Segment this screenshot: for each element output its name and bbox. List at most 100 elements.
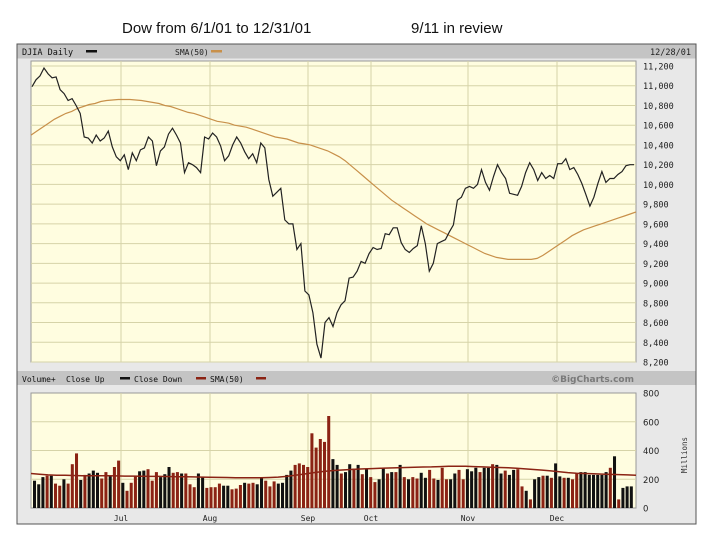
close-up-label: Close Up xyxy=(66,375,105,384)
volume-bar xyxy=(83,474,87,508)
month-label: Sep xyxy=(301,514,316,523)
volume-bar xyxy=(377,479,381,509)
volume-bar xyxy=(407,479,411,509)
price-tick-label: 8,600 xyxy=(643,319,669,329)
volume-bar xyxy=(566,477,570,508)
volume-tick-label: 0 xyxy=(643,505,648,515)
volume-bar xyxy=(629,486,633,508)
volume-bar xyxy=(213,487,217,508)
volume-bar xyxy=(575,473,579,508)
volume-bar xyxy=(150,480,154,508)
volume-bar xyxy=(91,470,95,508)
volume-bar xyxy=(302,464,306,508)
sma-label: SMA(50) xyxy=(175,48,209,57)
volume-bar xyxy=(154,472,158,508)
volume-bar xyxy=(163,474,167,508)
volume-tick-label: 400 xyxy=(643,447,659,457)
volume-bar xyxy=(251,482,255,508)
volume-bar xyxy=(411,477,415,508)
volume-bar xyxy=(238,485,242,508)
volume-bar xyxy=(596,474,600,508)
price-legend-swatch xyxy=(86,50,97,53)
volume-bar xyxy=(583,472,587,508)
volume-bar xyxy=(201,477,205,508)
volume-bar xyxy=(66,483,70,508)
sma-legend-swatch xyxy=(211,50,222,53)
volume-bar xyxy=(369,477,373,508)
volume-bar xyxy=(528,499,532,508)
volume-bar xyxy=(226,485,230,508)
price-tick-label: 9,800 xyxy=(643,201,669,211)
month-label: Dec xyxy=(550,514,565,523)
volume-bar xyxy=(323,441,327,508)
volume-bar xyxy=(478,472,482,508)
volume-bar xyxy=(175,472,179,508)
volume-bar xyxy=(503,470,507,508)
vol-sma-label: SMA(50) xyxy=(210,375,244,384)
volume-bar xyxy=(436,480,440,508)
price-tick-label: 9,400 xyxy=(643,240,669,250)
volume-bar xyxy=(281,482,285,508)
volume-bar xyxy=(482,467,486,509)
volume-bar xyxy=(264,480,268,508)
volume-bar xyxy=(554,463,558,508)
volume-bar xyxy=(234,488,238,508)
volume-bar xyxy=(541,475,545,508)
price-tick-label: 8,800 xyxy=(643,299,669,309)
volume-bar xyxy=(138,471,142,508)
volume-bar xyxy=(331,459,335,508)
volume-bar xyxy=(121,482,125,508)
volume-bar xyxy=(79,480,83,508)
volume-bar xyxy=(159,477,163,508)
volume-bar xyxy=(524,490,528,509)
volume-bar xyxy=(54,483,58,508)
volume-bar xyxy=(449,479,453,509)
volume-bar xyxy=(180,473,184,508)
volume-bar xyxy=(381,468,385,508)
volume-bar xyxy=(222,485,226,508)
price-tick-label: 10,800 xyxy=(643,102,674,112)
price-header-bar xyxy=(17,44,696,59)
volume-bar xyxy=(352,468,356,508)
volume-bar xyxy=(423,477,427,508)
volume-bar xyxy=(104,472,108,508)
price-tick-label: 10,200 xyxy=(643,161,674,171)
volume-bar xyxy=(520,486,524,508)
volume-bar xyxy=(192,487,196,508)
volume-bar xyxy=(491,464,495,508)
price-tick-label: 8,200 xyxy=(643,359,669,369)
volume-bar xyxy=(209,487,213,508)
volume-bar xyxy=(247,483,251,508)
volume-label: Volume+ xyxy=(22,375,56,384)
volume-bar xyxy=(33,480,37,508)
volume-bar xyxy=(613,456,617,509)
volume-bar xyxy=(344,472,348,508)
volume-bar xyxy=(474,467,478,509)
volume-bar xyxy=(75,453,79,508)
volume-bar xyxy=(327,416,331,508)
volume-bar xyxy=(171,472,175,508)
volume-bar xyxy=(297,463,301,508)
volume-bar xyxy=(96,472,100,508)
volume-bar xyxy=(373,482,377,508)
volume-bar xyxy=(495,464,499,508)
watermark: ©BigCharts.com xyxy=(551,375,634,385)
volume-bar xyxy=(432,478,436,508)
volume-bar xyxy=(537,477,541,508)
volume-bar xyxy=(457,469,461,508)
series-label: DJIA Daily xyxy=(22,48,73,58)
volume-bar xyxy=(293,464,297,508)
volume-bar xyxy=(428,469,432,508)
volume-bar xyxy=(440,467,444,509)
volume-bar xyxy=(45,475,49,508)
volume-bar xyxy=(365,469,369,508)
volume-plot: 0 200 400 600 800 Jul Aug Sep Oct Nov Dec xyxy=(30,390,659,523)
volume-bar xyxy=(196,473,200,508)
volume-bar xyxy=(453,473,457,508)
volume-bar xyxy=(100,478,104,508)
chart-date: 12/28/01 xyxy=(650,48,691,58)
volume-bar xyxy=(461,479,465,509)
volume-bar xyxy=(125,490,129,509)
volume-bar xyxy=(558,476,562,508)
